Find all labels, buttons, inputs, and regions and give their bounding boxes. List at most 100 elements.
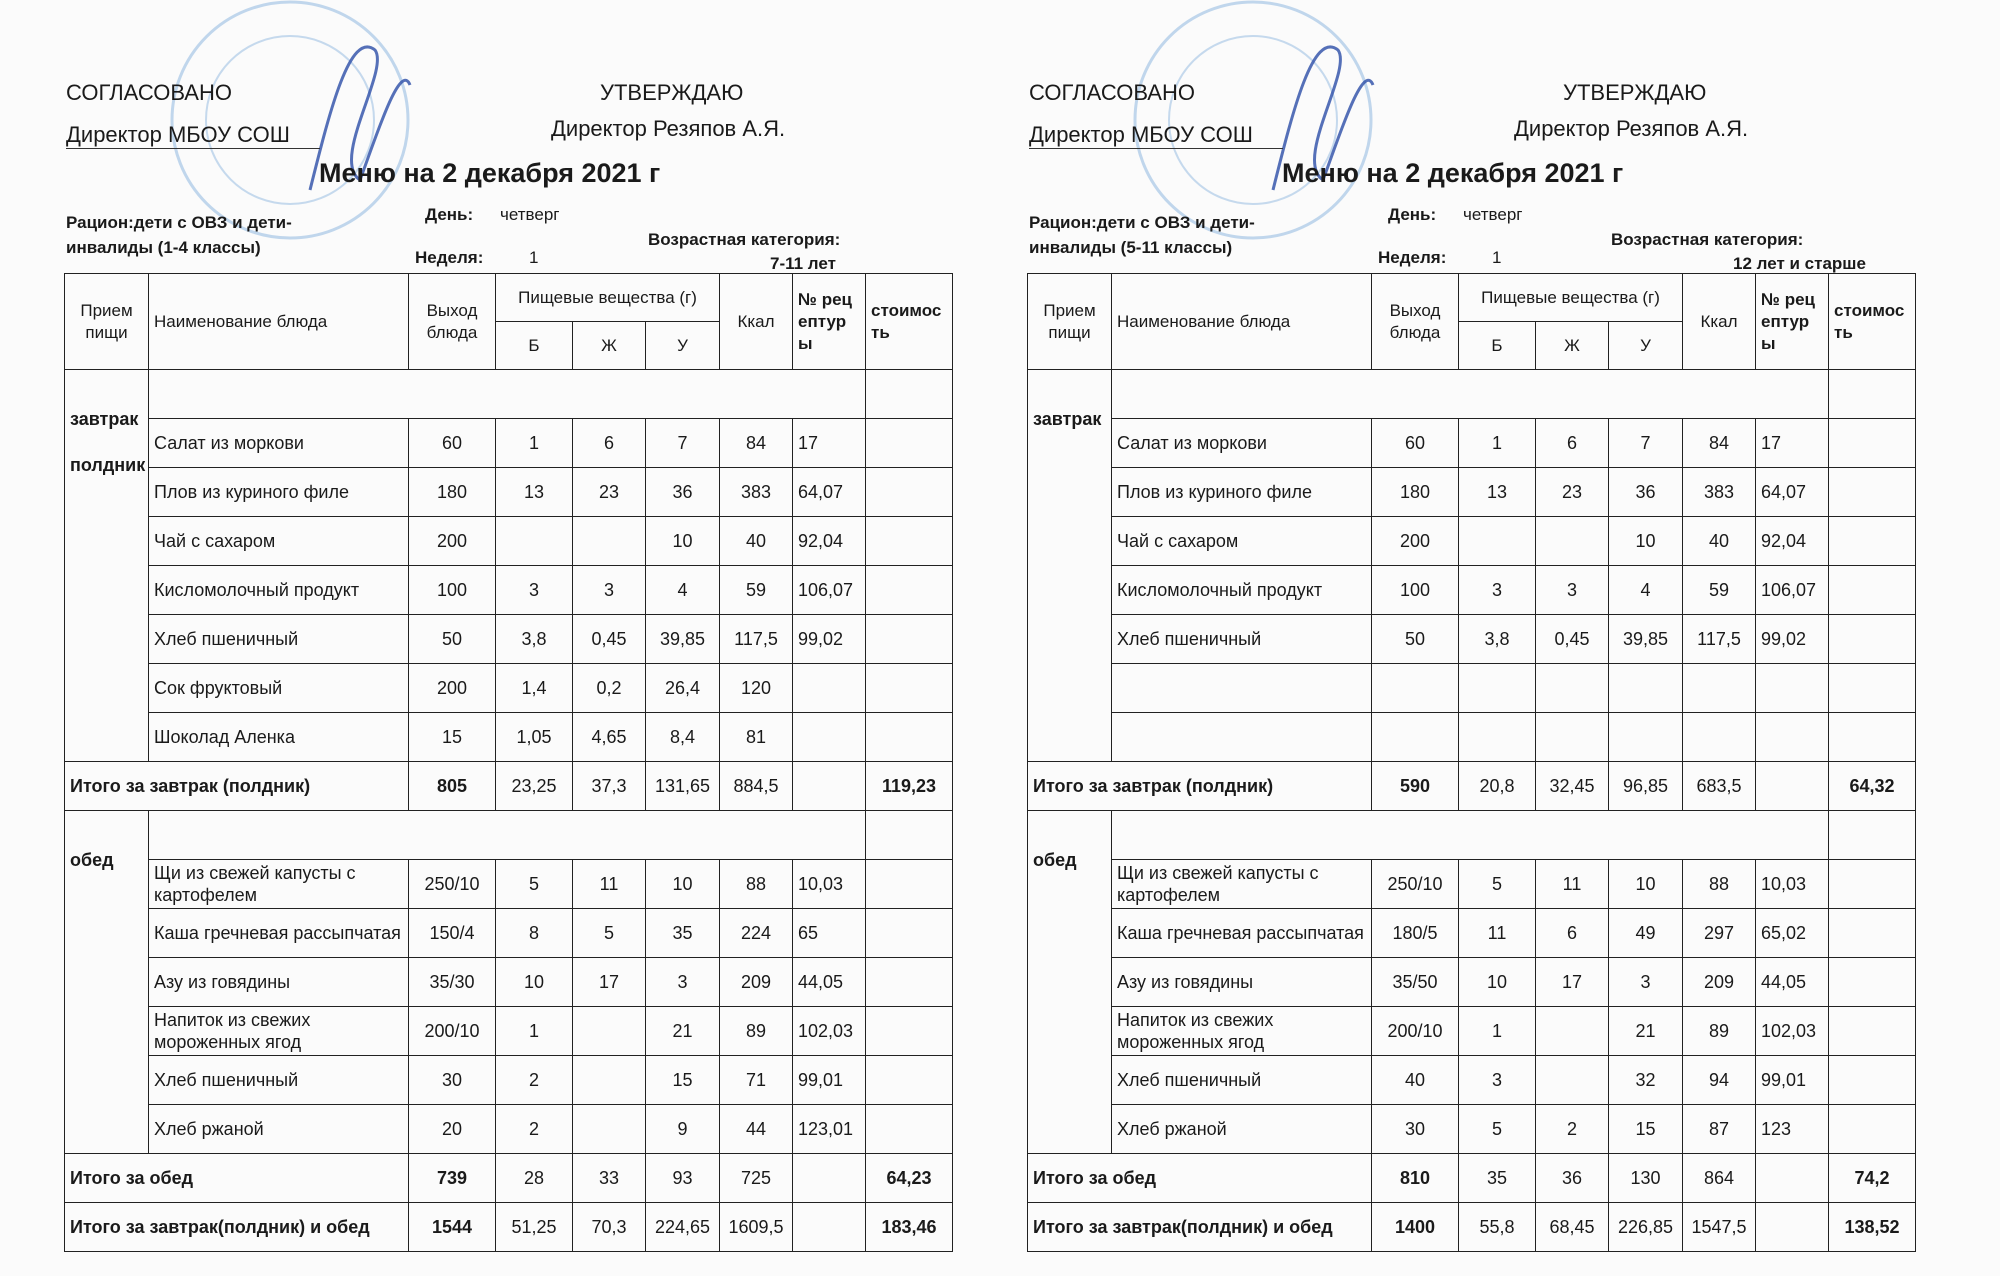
cell <box>1828 369 1917 419</box>
dish-row: Хлеб пшеничный 50 3,8 0,45 39,85 117,5 99,02 <box>1028 614 1917 664</box>
cell: 70,3 <box>572 1202 646 1252</box>
day-label: День: <box>425 205 474 224</box>
cell: 10 <box>1607 859 1684 909</box>
cell <box>147 369 867 419</box>
cell <box>865 859 954 909</box>
cell: 60 <box>1371 418 1459 468</box>
header-cell: № рецептуры <box>1755 273 1830 370</box>
header-cell: № рецептуры <box>792 273 867 370</box>
dish-row: Напиток из свежих мороженных ягод 200/10 1… <box>1028 1006 1917 1056</box>
total-label: Итого за завтрак (полдник) <box>64 761 409 811</box>
header-cell: Прием пищи <box>64 273 149 370</box>
cell <box>865 418 954 468</box>
cell: 15 <box>408 712 496 762</box>
dish-name: Сок фруктовый <box>148 663 409 713</box>
cell: 64,23 <box>865 1153 954 1203</box>
dish-row: Щи из свежей капусты с картофелем 250/10 5… <box>1028 859 1917 909</box>
cell: 864 <box>1682 1153 1757 1203</box>
meal-name: полдник <box>70 455 146 475</box>
cell: 30 <box>408 1055 496 1105</box>
cell: 21 <box>1607 1006 1684 1056</box>
cell: 7 <box>644 418 721 468</box>
ration: Рацион:дети с ОВЗ и дети-инвалиды (5-11 … <box>1029 213 1255 257</box>
dish-name: Щи из свежей капусты с картофелем <box>1111 859 1372 909</box>
cell: 39,85 <box>1607 614 1684 664</box>
cell: 17 <box>792 418 867 468</box>
cell: 805 <box>408 761 496 811</box>
header-cell: Ж <box>1535 321 1609 370</box>
cell: 130 <box>1607 1153 1684 1203</box>
cell: 84 <box>1682 418 1757 468</box>
cell: 106,07 <box>792 565 867 615</box>
cell: 250/10 <box>408 859 496 909</box>
dish-row: Чай с сахаром 200 10 40 92,04 <box>65 516 954 566</box>
cell: 99,02 <box>1755 614 1830 664</box>
week-label: Неделя: <box>415 248 484 267</box>
dish-name: Каша гречневая рассыпчатая <box>148 908 409 958</box>
cell: 23 <box>1535 467 1609 517</box>
cell: 44,05 <box>1755 957 1830 1007</box>
cell: 5 <box>1458 859 1536 909</box>
cell: 10,03 <box>1755 859 1830 909</box>
dish-row: Напиток из свежих мороженных ягод 200/10 1… <box>65 1006 954 1056</box>
cell: 88 <box>1682 859 1757 909</box>
cell <box>865 908 954 958</box>
cell: 96,85 <box>1607 761 1684 811</box>
cell: 11 <box>1535 859 1609 909</box>
cell: 99,01 <box>792 1055 867 1105</box>
cell: 15 <box>644 1055 721 1105</box>
cell: 10 <box>644 516 721 566</box>
header-cell: Выход блюда <box>408 273 496 370</box>
approver: Директор Резяпов А.Я. <box>551 116 786 141</box>
cell: 32,45 <box>1535 761 1609 811</box>
total-row: Итого за обед 810 35 36 130 864 74,2 <box>1027 1153 1917 1203</box>
cell: 131,65 <box>644 761 721 811</box>
cell: 117,5 <box>719 614 794 664</box>
cell: 11 <box>1458 908 1536 958</box>
cell: 3 <box>495 565 573 615</box>
header-cell: Б <box>1458 321 1536 370</box>
cell <box>1535 712 1609 762</box>
cell: 102,03 <box>1755 1006 1830 1056</box>
agreed-label: СОГЛАСОВАНО <box>1029 80 1195 105</box>
cell: 26,4 <box>644 663 721 713</box>
cell: 40 <box>1371 1055 1459 1105</box>
dish-row: Хлеб пшеничный 50 3,8 0,45 39,85 117,5 99,02 <box>65 614 954 664</box>
approver: Директор Резяпов А.Я. <box>1514 116 1749 141</box>
cell <box>865 369 954 419</box>
director: Директор МБОУ СОШ <box>66 122 320 149</box>
grand-total-row: Итого за завтрак(полдник) и обед 1400 55,8… <box>1027 1202 1917 1252</box>
cell: 59 <box>1682 565 1757 615</box>
dish-name: Чай с сахаром <box>1111 516 1372 566</box>
blank-row: завтрак полдник <box>64 369 954 762</box>
cell: 35/30 <box>408 957 496 1007</box>
cell: 1547,5 <box>1682 1202 1757 1252</box>
cell: 1 <box>495 418 573 468</box>
cell: 250/10 <box>1371 859 1459 909</box>
cell: 65 <box>792 908 867 958</box>
cell: 150/4 <box>408 908 496 958</box>
cell: 51,25 <box>495 1202 573 1252</box>
cell: 99,02 <box>792 614 867 664</box>
cell <box>1828 712 1917 762</box>
dish-row: Щи из свежей капусты с картофелем 250/10 5… <box>65 859 954 909</box>
cell: 20 <box>408 1104 496 1154</box>
total-row: Итого за завтрак (полдник) 590 20,8 32,45 96… <box>1027 761 1917 811</box>
cell <box>1111 712 1372 762</box>
cell: 8,4 <box>644 712 721 762</box>
dish-row: Сок фруктовый 200 1,4 0,2 26,4 120 <box>65 663 954 713</box>
cell: 71 <box>719 1055 794 1105</box>
header-cell: Б <box>495 321 573 370</box>
cell <box>865 1104 954 1154</box>
dish-name: Азу из говядины <box>1111 957 1372 1007</box>
dish-name: Салат из моркови <box>1111 418 1372 468</box>
dish-name: Хлеб пшеничный <box>1111 1055 1372 1105</box>
cell: 23,25 <box>495 761 573 811</box>
cell: 180 <box>1371 467 1459 517</box>
cell: 739 <box>408 1153 496 1203</box>
cell: 3 <box>644 957 721 1007</box>
dish-row: Хлеб ржаной 20 2 9 44 123,01 <box>65 1104 954 1154</box>
cell: 200 <box>408 516 496 566</box>
cell: 5 <box>1458 1104 1536 1154</box>
blank-row: обед <box>1027 810 1917 1154</box>
